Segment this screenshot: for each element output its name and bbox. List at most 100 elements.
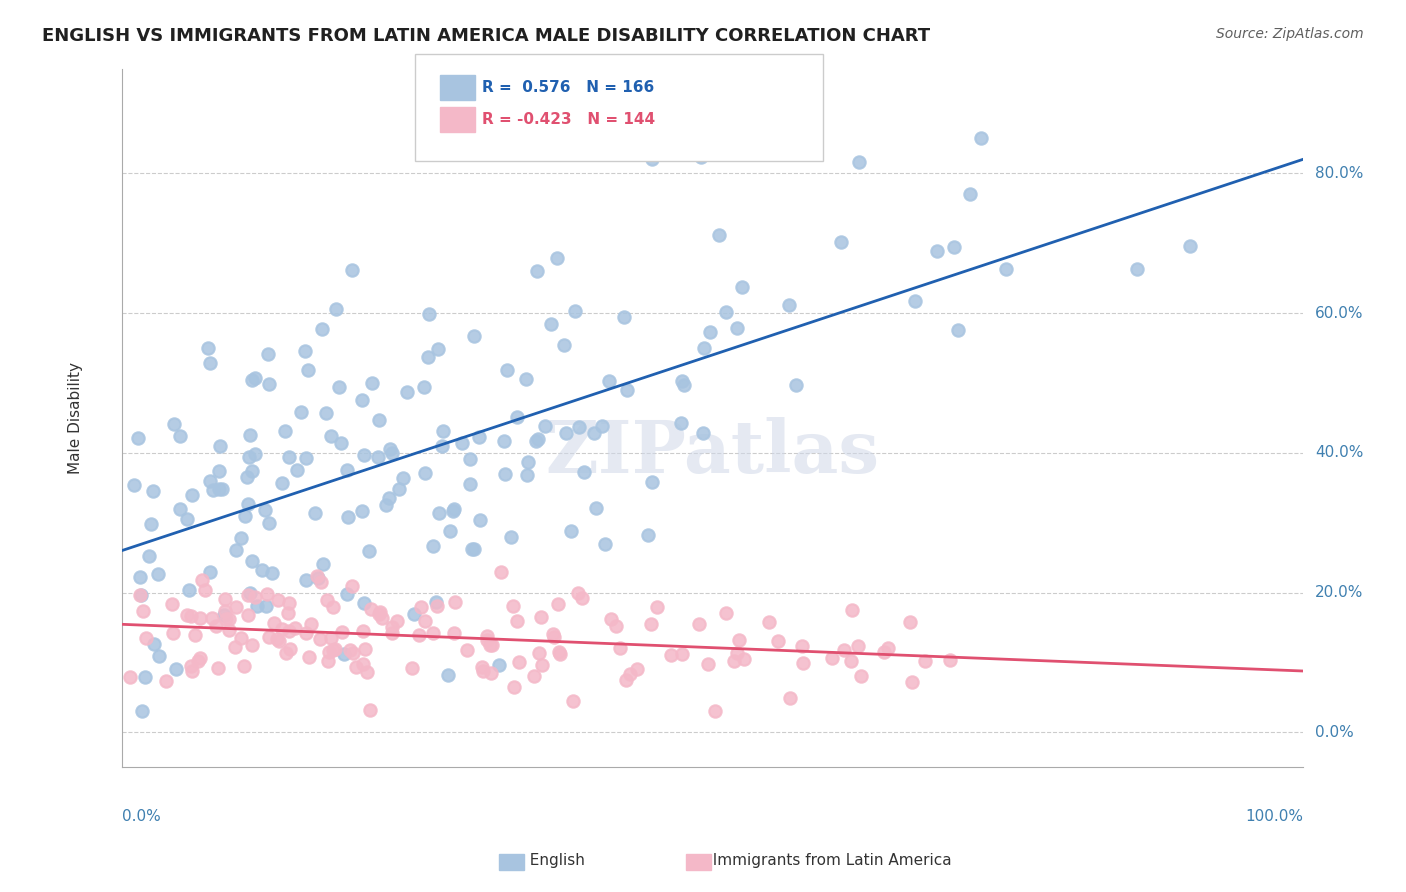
Point: [463, 541, 485, 556]
Point: [672, 377, 695, 392]
Point: [122, 478, 145, 492]
Point: [707, 227, 730, 242]
Point: [568, 419, 591, 434]
Point: [163, 417, 186, 431]
Point: [692, 425, 714, 440]
Point: [994, 261, 1017, 276]
Point: [479, 665, 502, 680]
Point: [243, 590, 266, 604]
Point: [299, 617, 322, 632]
Point: [155, 674, 177, 689]
Point: [688, 617, 710, 632]
Point: [478, 638, 501, 652]
Point: [723, 655, 745, 669]
Point: [198, 474, 221, 488]
Point: [274, 424, 297, 438]
Point: [240, 464, 263, 478]
Point: [344, 660, 367, 674]
Point: [319, 631, 342, 645]
Point: [388, 482, 411, 496]
Point: [640, 616, 662, 631]
Point: [671, 647, 693, 661]
Point: [526, 264, 548, 278]
Point: [238, 450, 260, 464]
Point: [970, 131, 993, 145]
Text: 0.0%: 0.0%: [1315, 725, 1354, 739]
Point: [297, 363, 319, 377]
Point: [256, 587, 278, 601]
Point: [218, 623, 240, 637]
Point: [534, 419, 557, 434]
Point: [499, 530, 522, 544]
Point: [180, 488, 202, 502]
Point: [367, 450, 389, 464]
Text: R =  0.576   N = 166: R = 0.576 N = 166: [482, 80, 655, 95]
Point: [451, 436, 474, 450]
Point: [785, 377, 807, 392]
Point: [239, 586, 262, 600]
Point: [132, 604, 155, 618]
Point: [305, 569, 328, 583]
Point: [198, 356, 221, 370]
Point: [146, 567, 169, 582]
Point: [792, 657, 814, 671]
Point: [336, 463, 359, 477]
Point: [184, 628, 207, 642]
Point: [188, 611, 211, 625]
Point: [127, 431, 149, 445]
Point: [560, 524, 582, 539]
Point: [443, 595, 465, 609]
Point: [129, 588, 152, 602]
Point: [315, 592, 337, 607]
Point: [367, 607, 389, 621]
Point: [903, 294, 925, 309]
Point: [271, 622, 294, 636]
Point: [872, 645, 894, 659]
Point: [311, 322, 333, 336]
Point: [357, 543, 380, 558]
Point: [294, 450, 316, 465]
Point: [148, 648, 170, 663]
Text: ZIPatlas: ZIPatlas: [546, 417, 880, 488]
Point: [318, 645, 340, 659]
Point: [360, 602, 382, 616]
Point: [208, 439, 231, 453]
Point: [233, 659, 256, 673]
Point: [169, 429, 191, 443]
Point: [877, 640, 900, 655]
Point: [725, 646, 748, 660]
Point: [142, 483, 165, 498]
Point: [180, 608, 202, 623]
Point: [370, 605, 392, 619]
Point: [236, 497, 259, 511]
Point: [330, 436, 353, 450]
Point: [821, 651, 844, 665]
Point: [475, 633, 498, 648]
Point: [704, 704, 727, 718]
Point: [733, 652, 755, 666]
Point: [190, 574, 212, 588]
Point: [443, 625, 465, 640]
Point: [242, 373, 264, 387]
Point: [328, 380, 350, 394]
Text: Male Disability: Male Disability: [67, 362, 83, 474]
Text: 100.0%: 100.0%: [1246, 809, 1303, 824]
Point: [727, 632, 749, 647]
Point: [758, 615, 780, 629]
Point: [689, 150, 711, 164]
Point: [176, 607, 198, 622]
Point: [693, 341, 716, 355]
Point: [834, 643, 856, 657]
Point: [352, 624, 374, 638]
Point: [181, 664, 204, 678]
Point: [766, 633, 789, 648]
Point: [215, 612, 238, 626]
Point: [342, 646, 364, 660]
Point: [266, 632, 288, 646]
Point: [169, 501, 191, 516]
Point: [212, 607, 235, 622]
Point: [295, 625, 318, 640]
Point: [262, 566, 284, 580]
Point: [1126, 261, 1149, 276]
Point: [201, 610, 224, 624]
